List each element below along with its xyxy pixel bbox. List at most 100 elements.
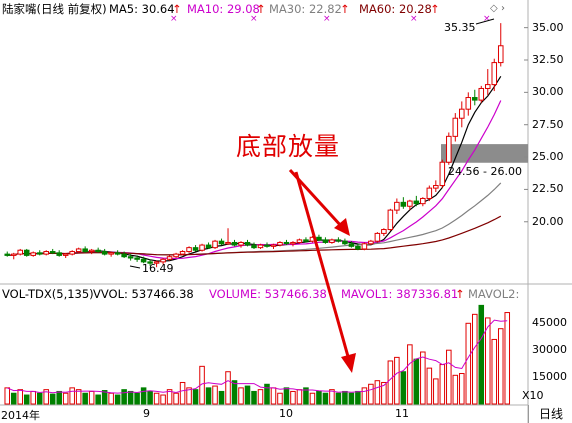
candle-body [114,252,121,255]
volume-bar [69,387,75,405]
volume-bar [407,344,413,405]
ma60-line [7,215,502,256]
volume-bar [121,389,127,405]
ma30-up-arrow-icon: ↑ [340,2,350,16]
candle-body [147,261,153,264]
volume-bar [75,389,82,405]
volume-bar [218,390,225,405]
volume-bar [504,312,511,405]
arrow-to-volume [294,171,351,361]
volume-bar [270,387,277,405]
candle-body [75,248,82,253]
diamond-icon[interactable]: ◇ [490,3,498,14]
candle-body [497,45,504,64]
date-label-oct: 10 [279,407,293,420]
candle-body [264,244,270,247]
volume-bar [238,387,244,405]
mavol1-label: MAVOL1: 387336.81 [341,287,459,301]
low-price-label: 16.49 [142,262,174,275]
volume-bar [114,394,121,405]
volume-bar [400,371,407,405]
expand-chevron-icon[interactable]: › [501,3,505,14]
candle-body [101,251,108,255]
volume-bar [212,385,218,405]
candle-body [420,197,426,205]
volume-bar [420,351,426,405]
volume-bar [160,394,166,405]
volume-bar [426,367,433,405]
volume-bar [387,360,394,405]
candle-body [134,257,140,260]
candle-body [335,239,342,242]
volume-bar [101,390,108,405]
ma60-label: MA60: 20.28 [359,2,432,16]
volume-bar [257,389,264,405]
event-marker-icon: × [323,14,331,24]
candle-body [231,241,238,246]
volume-bar [225,371,231,405]
candle-body [355,245,361,250]
mavol1-up-arrow-icon: ↑ [455,287,465,301]
volume-bar [413,358,420,405]
candle-body [218,240,225,245]
high-price-label: 35.35 [444,21,476,34]
volume-bar [147,390,153,405]
volume-bar [264,383,270,405]
volume-bar [140,387,147,405]
volume-bar [472,313,478,405]
bottom-volume-annotation: 底部放量 [236,132,341,161]
volume-label: VOLUME: 537466.38 [209,287,327,301]
candle-body [491,62,498,86]
ma5-label: MA5: 30.64 [109,2,175,16]
volume-bar [491,338,498,405]
chart-title: 陆家嘴(日线 前复权) [2,2,107,16]
candle-body [348,243,355,247]
price-axis-tick: 30.00 [532,85,564,99]
candle-body [108,252,114,255]
candle-body [484,84,491,89]
candle-body [140,258,147,263]
candle-body [238,241,244,246]
candle-body [69,251,75,255]
candle-body [30,252,36,256]
volume-bar [127,390,134,405]
candle-body [459,108,465,119]
annotation-arrows [288,168,356,373]
candle-body [23,249,30,256]
volume-bar [355,390,361,405]
event-marker-icon: × [410,14,418,24]
volume-bar [368,383,374,405]
volume-bar [10,392,17,405]
candle-body [212,240,218,249]
price-axis-tick: 25.00 [532,150,564,164]
price-axis-tick: 35.00 [532,20,564,34]
volume-bar [335,392,342,405]
volume-bar [374,380,381,405]
volume-bar [192,389,199,405]
date-label-nov: 11 [395,407,409,420]
candle-body [257,244,264,249]
period-daily-button[interactable]: 日线 [528,405,572,423]
volume-bar [23,394,30,405]
low-pointer [129,265,141,269]
volume-bar [82,392,88,405]
candle-body [205,244,212,249]
volume-bar [497,328,504,405]
candle-body [472,97,478,101]
arrow-to-price-head [334,218,350,236]
candle-body [17,249,24,255]
event-marker-icon: × [483,14,491,24]
candle-body [426,187,433,199]
candle-body [277,241,283,246]
volume-axis-tick: 30000 [532,343,567,357]
candle-body [394,201,400,211]
candle-body [465,97,472,110]
volume-bar [153,392,160,405]
price-axis-tick: 22.50 [532,182,564,196]
volume-bar [329,389,335,405]
volume-bar [283,387,290,405]
candle-body [413,200,420,205]
candle-body [270,244,277,247]
